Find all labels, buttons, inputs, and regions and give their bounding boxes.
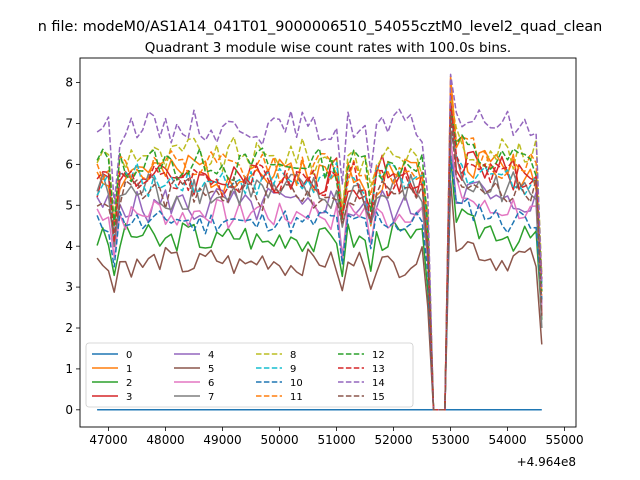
x-offset-text: +4.964e8 xyxy=(517,455,576,469)
series-line-14 xyxy=(96,73,543,411)
legend-label-12: 12 xyxy=(372,350,385,361)
legend-label-9: 9 xyxy=(290,364,296,375)
x-tick-label: 52000 xyxy=(374,433,412,447)
y-tick-label: 2 xyxy=(65,321,73,335)
x-tick-label: 51000 xyxy=(317,433,355,447)
series-line-9 xyxy=(96,110,543,411)
x-tick-label: 48000 xyxy=(146,433,184,447)
figure-suptitle: n file: modeM0/AS1A14_041T01_9000006510_… xyxy=(38,19,603,35)
legend-label-10: 10 xyxy=(290,378,303,389)
y-tick-label: 4 xyxy=(65,239,73,253)
chart-title: Quadrant 3 module wise count rates with … xyxy=(145,40,511,56)
legend-label-2: 2 xyxy=(126,378,132,389)
y-tick-label: 0 xyxy=(65,403,73,417)
axes-frame xyxy=(79,57,577,428)
series-line-13 xyxy=(96,102,543,411)
y-axis: 0 1 2 3 4 5 6 7 8 xyxy=(65,76,80,417)
legend-label-1: 1 xyxy=(126,364,132,375)
series-line-5 xyxy=(96,179,543,411)
legend-box xyxy=(85,342,414,408)
series-line-1 xyxy=(96,75,543,411)
x-tick-label: 49000 xyxy=(203,433,241,447)
legend-label-13: 13 xyxy=(372,364,385,375)
legend-label-3: 3 xyxy=(126,392,132,403)
legend-label-14: 14 xyxy=(372,378,385,389)
x-tick-label: 47000 xyxy=(89,433,127,447)
series-line-12 xyxy=(96,106,543,411)
legend-label-6: 6 xyxy=(208,378,214,389)
y-tick-label: 8 xyxy=(65,76,73,90)
series-line-11 xyxy=(96,77,543,411)
y-tick-label: 6 xyxy=(65,157,73,171)
y-tick-label: 1 xyxy=(65,362,73,376)
x-axis: 47000 48000 49000 50000 51000 52000 53000 54000… xyxy=(89,427,584,447)
legend-label-11: 11 xyxy=(290,392,303,403)
series-line-10 xyxy=(96,155,543,411)
legend-label-15: 15 xyxy=(372,392,385,403)
y-tick-label: 5 xyxy=(65,198,73,212)
x-tick-label: 54000 xyxy=(488,433,526,447)
series-line-15 xyxy=(96,114,543,411)
legend-label-5: 5 xyxy=(208,364,214,375)
x-tick-label: 55000 xyxy=(546,433,584,447)
plot-area xyxy=(96,73,543,411)
series-line-8 xyxy=(96,98,543,411)
x-tick-label: 53000 xyxy=(431,433,469,447)
legend-label-0: 0 xyxy=(126,350,132,361)
legend-label-7: 7 xyxy=(208,392,214,403)
x-tick-label: 50000 xyxy=(260,433,298,447)
legend-label-4: 4 xyxy=(208,350,214,361)
y-tick-label: 3 xyxy=(65,280,73,294)
y-tick-label: 7 xyxy=(65,116,73,130)
legend-label-8: 8 xyxy=(290,350,296,361)
series-line-2 xyxy=(96,155,543,411)
